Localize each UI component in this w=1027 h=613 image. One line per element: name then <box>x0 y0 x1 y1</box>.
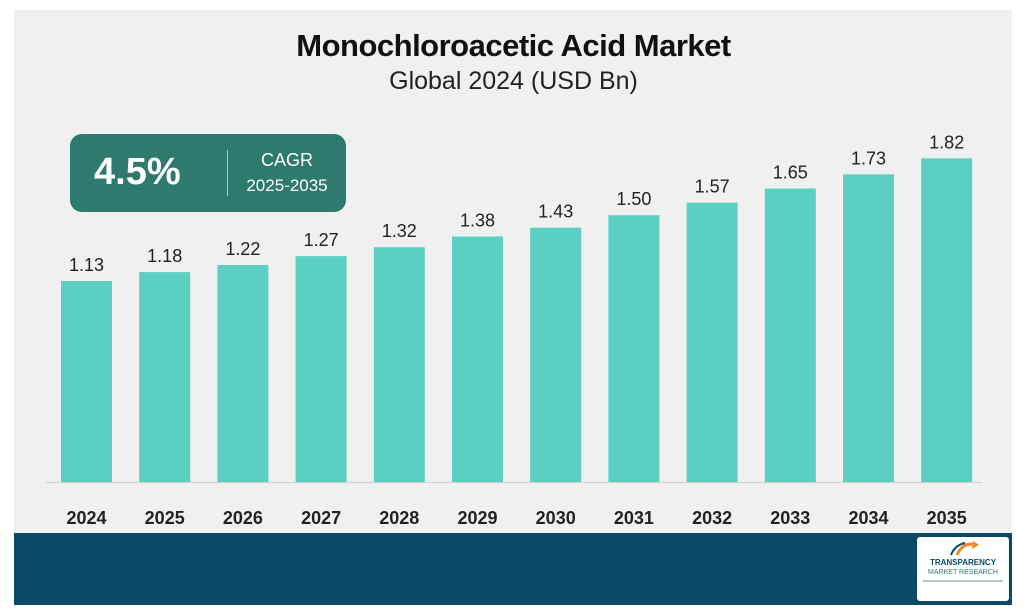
value-label-2033: 1.65 <box>773 163 808 183</box>
x-tick-label-2028: 2028 <box>379 508 419 528</box>
value-label-2027: 1.27 <box>304 230 339 250</box>
cagr-period: 2025-2035 <box>246 176 328 195</box>
logo-text-secondary: MARKET RESEARCH <box>928 569 998 576</box>
value-label-2034: 1.73 <box>851 148 886 168</box>
x-tick-label-2029: 2029 <box>457 508 497 528</box>
x-tick-label-2032: 2032 <box>692 508 732 528</box>
value-label-2025: 1.18 <box>147 246 182 266</box>
bar-2027 <box>295 256 347 482</box>
logo-rule <box>923 580 1003 582</box>
bar-2026 <box>217 265 269 482</box>
cagr-divider <box>227 150 228 196</box>
value-label-2031: 1.50 <box>616 189 651 209</box>
value-label-2026: 1.22 <box>225 239 260 259</box>
x-tick-label-2034: 2034 <box>848 508 888 528</box>
bar-2033 <box>764 188 816 482</box>
bar-2032 <box>686 202 738 482</box>
footer-band <box>14 533 1012 605</box>
cagr-value: 4.5% <box>94 151 181 193</box>
x-tick-label-2026: 2026 <box>223 508 263 528</box>
x-tick-label-2027: 2027 <box>301 508 341 528</box>
value-label-2028: 1.32 <box>382 221 417 241</box>
bar-2028 <box>373 247 425 482</box>
x-tick-label-2030: 2030 <box>536 508 576 528</box>
logo-text-primary: TRANSPARENCY <box>929 558 997 567</box>
bar-2035 <box>921 158 973 483</box>
arrow-logo-icon <box>950 541 979 556</box>
cagr-badge: 4.5% CAGR 2025-2035 <box>70 134 346 212</box>
company-logo: TRANSPARENCY MARKET RESEARCH <box>917 537 1009 601</box>
bar-2025 <box>139 272 191 482</box>
value-label-2035: 1.82 <box>929 132 964 152</box>
bar-2024 <box>61 281 112 482</box>
chart-subtitle: Global 2024 (USD Bn) <box>389 67 638 95</box>
bar-2031 <box>608 215 660 482</box>
value-label-2032: 1.57 <box>695 177 730 197</box>
x-tick-label-2033: 2033 <box>770 508 810 528</box>
bar-2034 <box>843 174 894 483</box>
bar-2030 <box>530 227 582 482</box>
chart-title: Monochloroacetic Acid Market <box>296 28 731 63</box>
x-tick-label-2025: 2025 <box>145 508 185 528</box>
x-tick-label-2024: 2024 <box>66 508 106 528</box>
cagr-label: CAGR <box>260 150 313 170</box>
x-tick-label-2031: 2031 <box>614 508 654 528</box>
value-label-2030: 1.43 <box>538 202 573 222</box>
value-label-2029: 1.38 <box>460 211 495 231</box>
bar-2029 <box>452 236 503 482</box>
value-label-2024: 1.13 <box>69 255 104 275</box>
x-tick-label-2035: 2035 <box>927 508 967 528</box>
